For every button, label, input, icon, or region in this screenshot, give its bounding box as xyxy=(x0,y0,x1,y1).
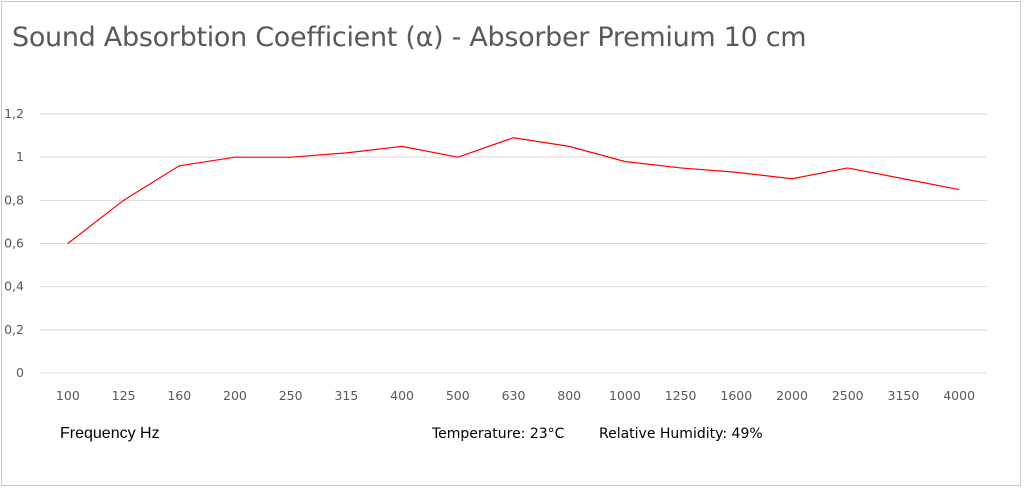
x-tick-label: 3150 xyxy=(888,388,920,403)
y-tick-label: 0,6 xyxy=(4,236,24,251)
x-tick-label: 100 xyxy=(56,388,80,403)
y-tick-label: 1 xyxy=(16,149,24,164)
x-tick-label: 630 xyxy=(502,388,526,403)
x-tick-label: 125 xyxy=(112,388,136,403)
x-tick-label: 160 xyxy=(167,388,191,403)
x-axis-label: Frequency Hz xyxy=(60,425,160,442)
y-tick-label: 0,4 xyxy=(4,279,24,294)
y-tick-label: 0 xyxy=(16,365,24,380)
x-tick-label: 800 xyxy=(557,388,581,403)
temperature-annotation: Temperature: 23°C xyxy=(432,426,565,442)
x-tick-label: 400 xyxy=(390,388,414,403)
x-tick-label: 1250 xyxy=(665,388,697,403)
y-tick-label: 0,8 xyxy=(4,192,24,207)
series-line xyxy=(67,137,960,244)
humidity-annotation: Relative Humidity: 49% xyxy=(599,426,763,442)
x-tick-label: 4000 xyxy=(943,388,975,403)
x-tick-label: 1600 xyxy=(720,388,752,403)
y-tick-label: 0,2 xyxy=(4,322,24,337)
x-tick-label: 1000 xyxy=(609,388,641,403)
chart-title: Sound Absorbtion Coefficient (α) - Absor… xyxy=(12,22,807,53)
x-tick-label: 250 xyxy=(279,388,303,403)
x-tick-label: 500 xyxy=(446,388,470,403)
x-tick-label: 2000 xyxy=(776,388,808,403)
x-tick-label: 200 xyxy=(223,388,247,403)
x-tick-label: 315 xyxy=(334,388,358,403)
x-tick-label: 2500 xyxy=(832,388,864,403)
y-tick-label: 1,2 xyxy=(4,106,24,121)
